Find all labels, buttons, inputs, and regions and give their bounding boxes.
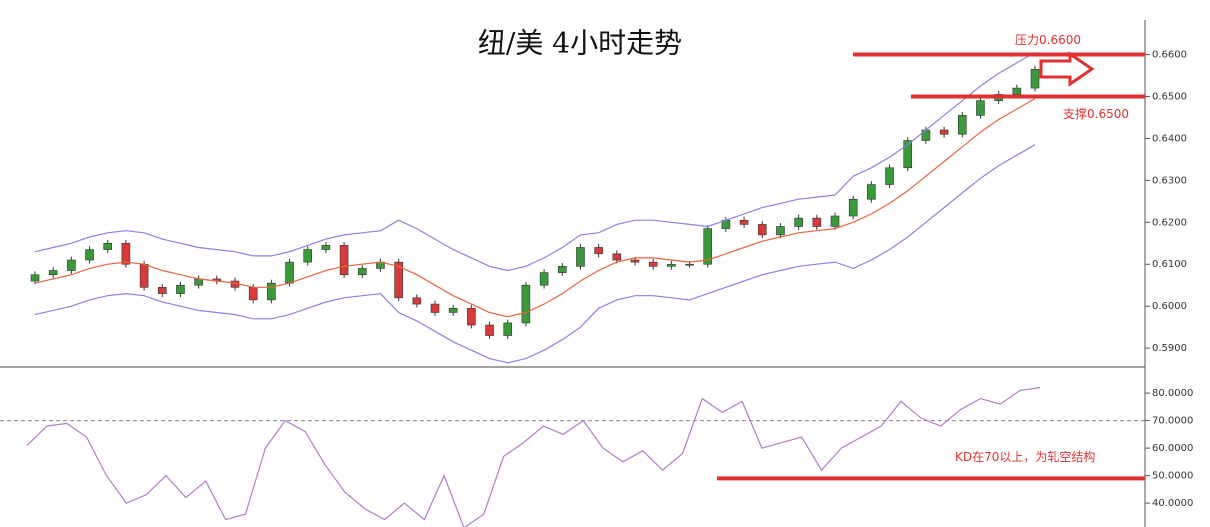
y-tick-label: 60.0000 (1152, 443, 1193, 454)
candle-body (139, 263, 149, 288)
y-tick-label: 50.0000 (1152, 471, 1193, 482)
candle-body (776, 226, 785, 236)
candle-body (648, 261, 658, 267)
candle-body (685, 263, 694, 266)
candle-body (576, 247, 585, 267)
candle-body (939, 129, 949, 135)
y-tick-label: 0.6000 (1152, 301, 1187, 312)
candle-body (557, 266, 567, 273)
y-tick-label: 0.6200 (1152, 217, 1187, 228)
candle-body (394, 261, 403, 299)
candle-body (157, 287, 167, 294)
kd-line (26, 387, 1041, 527)
candle-body (1012, 87, 1022, 95)
candle-body (30, 274, 40, 282)
candle-body (757, 224, 767, 236)
candle-body (594, 247, 603, 255)
annotation: 支撑0.6500 (1063, 106, 1129, 121)
candle-body (339, 245, 349, 276)
candle-body (703, 228, 713, 265)
candle-body (48, 270, 58, 276)
y-tick-label: 0.6600 (1152, 50, 1187, 61)
y-tick-label: 0.6400 (1152, 133, 1187, 144)
candle-body (630, 259, 640, 263)
candle-body (903, 140, 913, 169)
candle-body (412, 297, 422, 305)
candle-body (357, 268, 367, 276)
annotation: KD在70以上，为轧空结构 (955, 449, 1095, 464)
y-tick-label: 80.0000 (1152, 388, 1193, 399)
candle-body (485, 324, 494, 336)
candle-body (1030, 68, 1040, 89)
candle-body (467, 307, 476, 326)
candle-body (739, 219, 749, 225)
candle-body (321, 245, 331, 250)
y-tick-label: 40.0000 (1152, 498, 1193, 509)
candle-body (194, 278, 203, 286)
candle-body (539, 272, 549, 286)
candle-body (85, 249, 94, 261)
band-lower (34, 144, 1036, 364)
candle-body (867, 184, 876, 200)
candle-body (448, 307, 458, 313)
candle-body (521, 284, 531, 324)
candle-body (267, 282, 276, 301)
arrow (1039, 51, 1095, 87)
y-tick-label: 0.6100 (1152, 259, 1187, 270)
candle-body (794, 217, 803, 227)
band-upper (34, 51, 1036, 272)
chart-title: 纽/美 4小时走势 (478, 27, 682, 60)
y-tick-label: 0.6300 (1152, 175, 1187, 186)
candle-body (121, 242, 131, 265)
candle-body (830, 215, 840, 227)
candle-body (176, 284, 185, 294)
candle-body (885, 167, 894, 185)
candle-body (103, 242, 113, 250)
candle-body (667, 263, 676, 267)
candle-body (248, 287, 258, 301)
candle-body (976, 100, 985, 116)
y-tick-label: 0.6500 (1152, 91, 1187, 102)
candle-body (285, 261, 294, 284)
band-middle (34, 98, 1036, 318)
annotation: 压力0.6600 (1015, 33, 1081, 47)
candle-body (957, 115, 967, 135)
y-tick-label: 70.0000 (1152, 416, 1193, 427)
candle-body (503, 322, 513, 336)
candle-body (612, 253, 622, 261)
candle-body (303, 249, 313, 263)
candle-body (430, 303, 440, 313)
candle-body (848, 198, 858, 217)
candle-body (67, 259, 76, 271)
y-tick-label: 0.5900 (1152, 343, 1187, 354)
candle-body (812, 217, 822, 227)
